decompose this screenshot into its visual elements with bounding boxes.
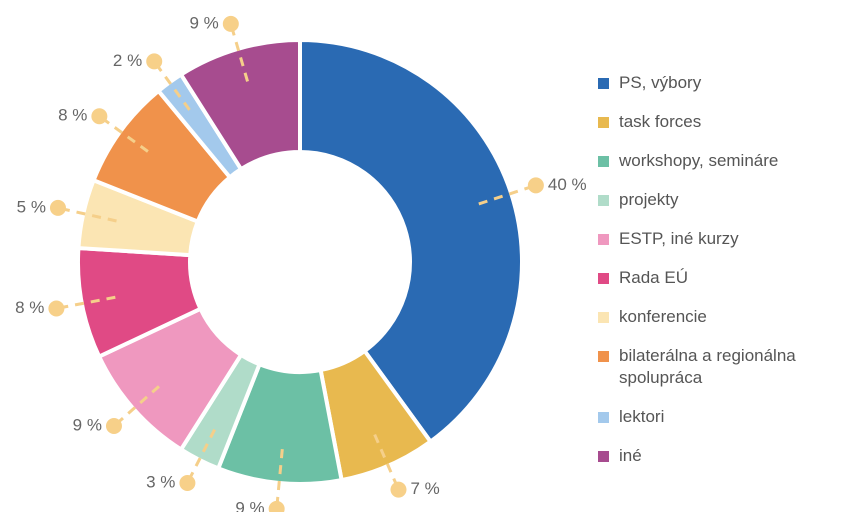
legend-swatch: [598, 234, 609, 245]
legend-swatch: [598, 351, 609, 362]
legend-label: PS, výbory: [619, 73, 702, 92]
label-dot: [48, 300, 65, 317]
leader-line: [275, 449, 284, 510]
label-dot: [105, 418, 122, 435]
data-label: 7 %: [410, 479, 439, 498]
legend-item: task forces: [598, 111, 866, 133]
legend: PS, výbory task forces workshopy, semináre…: [598, 72, 866, 484]
leader-line: [57, 206, 117, 223]
leader-line: [373, 433, 400, 491]
legend-label: Rada EÚ: [619, 268, 688, 287]
label-dot: [179, 474, 196, 491]
legend-swatch: [598, 156, 609, 167]
legend-label: ESTP, iné kurzy: [619, 229, 739, 248]
legend-label: projekty: [619, 190, 679, 209]
legend-item: PS, výbory: [598, 72, 866, 94]
legend-swatch: [598, 273, 609, 284]
legend-label: bilaterálna a regionálna spolupráca: [619, 346, 796, 387]
leader-line: [478, 183, 537, 206]
legend-label: lektori: [619, 407, 665, 426]
donut-slice: [178, 37, 302, 172]
legend-item: iné: [598, 445, 866, 467]
legend-item: bilaterálna a regionálna spolupráca: [598, 345, 866, 389]
data-label: 40 %: [548, 175, 587, 194]
label-dot: [91, 108, 108, 125]
legend-swatch: [598, 78, 609, 89]
data-label: 9 %: [235, 498, 264, 512]
donut-slice: [298, 37, 524, 445]
legend-item: konferencie: [598, 306, 866, 328]
label-dot: [146, 53, 163, 70]
label-dot: [390, 481, 407, 498]
data-label: 2 %: [113, 51, 142, 70]
legend-swatch: [598, 117, 609, 128]
legend-item: workshopy, semináre: [598, 150, 866, 172]
legend-item: ESTP, iné kurzy: [598, 228, 866, 250]
data-label: 9 %: [73, 415, 102, 434]
legend-swatch: [598, 451, 609, 462]
legend-swatch: [598, 195, 609, 206]
label-dot: [527, 177, 544, 194]
leader-line: [229, 23, 249, 82]
data-label: 5 %: [17, 197, 46, 216]
data-label: 8 %: [58, 106, 87, 125]
data-label: 8 %: [15, 298, 44, 317]
label-dot: [268, 500, 285, 512]
data-label: 3 %: [146, 472, 175, 491]
leader-line: [56, 295, 116, 310]
legend-label: konferencie: [619, 307, 707, 326]
leader-line: [98, 115, 149, 153]
label-dot: [49, 199, 66, 216]
legend-label: workshopy, semináre: [619, 151, 779, 170]
legend-item: Rada EÚ: [598, 267, 866, 289]
legend-swatch: [598, 412, 609, 423]
leader-line: [153, 60, 191, 111]
label-dot: [222, 15, 239, 32]
legend-label: task forces: [619, 112, 702, 131]
legend-swatch: [598, 312, 609, 323]
legend-item: projekty: [598, 189, 866, 211]
leader-line: [186, 428, 216, 484]
legend-item: lektori: [598, 406, 866, 428]
legend-label: iné: [619, 446, 642, 465]
leader-line: [112, 385, 160, 428]
data-label: 9 %: [190, 13, 219, 32]
